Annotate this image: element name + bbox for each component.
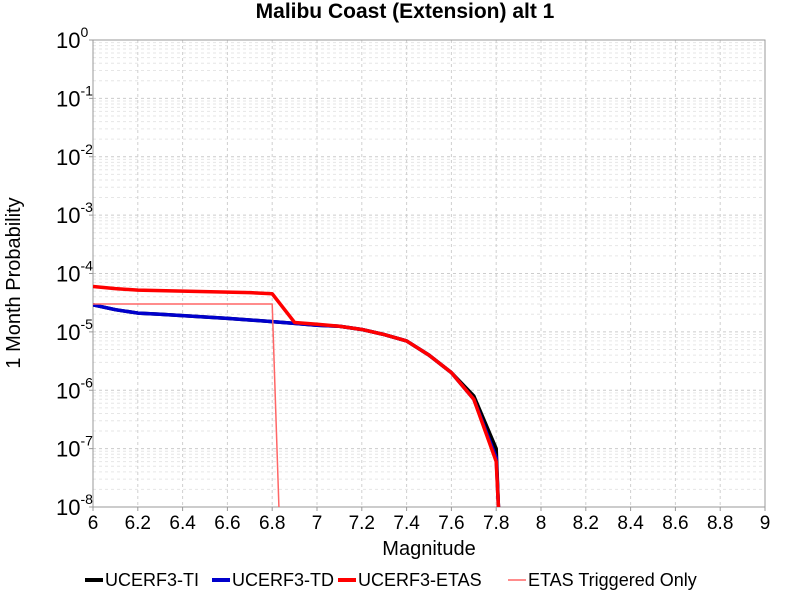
series-line-1 (93, 303, 501, 507)
y-tick-label: 100 (56, 24, 88, 53)
x-tick-label: 7.6 (438, 513, 464, 534)
x-tick-label: 6.2 (125, 513, 151, 534)
x-tick-label: 8.4 (617, 513, 644, 534)
series-line-3 (93, 284, 501, 507)
y-tick-label: 10-3 (56, 199, 93, 228)
x-tick-label: 6.6 (214, 513, 240, 534)
x-tick-label: 7.2 (349, 513, 375, 534)
x-tick-label: 6.8 (259, 513, 285, 534)
x-tick-label: 7 (312, 513, 323, 534)
series-line-4 (93, 303, 280, 507)
grid-minor (93, 42, 765, 490)
x-tick-label: 6.4 (169, 513, 196, 534)
legend-label: UCERF3-TD (232, 570, 334, 590)
x-tick-label: 7.8 (483, 513, 509, 534)
x-tick-label: 8.6 (662, 513, 688, 534)
legend-label: UCERF3-ETAS (358, 570, 482, 590)
y-tick-label: 10-1 (56, 82, 93, 111)
x-tick-label: 8.8 (707, 513, 733, 534)
x-tick-label: 9 (760, 513, 771, 534)
x-axis-label: Magnitude (382, 538, 475, 560)
chart-title: Malibu Coast (Extension) alt 1 (256, 0, 555, 23)
y-tick-label: 10-5 (56, 316, 93, 345)
x-axis-ticks: 6 6.2 6.4 6.6 6.8 7 7.2 7.4 7.6 7.8 8 8.2 8.4 8.6 8.8 9 (88, 507, 771, 534)
grid-major (92, 39, 766, 508)
x-tick-label: 8.2 (573, 513, 599, 534)
y-axis-label: 1 Month Probability (3, 197, 25, 368)
y-tick-label: 10-7 (56, 433, 93, 462)
legend-label: ETAS Triggered Only (528, 570, 697, 590)
y-tick-label: 10-8 (56, 491, 93, 520)
series-layer (93, 284, 501, 507)
x-tick-label: 8 (536, 513, 547, 534)
series-line-2 (93, 303, 501, 507)
legend: UCERF3-TI UCERF3-TD UCERF3-ETAS ETAS Trigge… (85, 570, 697, 590)
legend-label: UCERF3-TI (105, 570, 199, 590)
y-tick-label: 10-6 (56, 374, 93, 403)
x-tick-label: 6 (88, 513, 99, 534)
y-tick-label: 10-2 (56, 141, 93, 170)
x-tick-label: 7.4 (393, 513, 420, 534)
y-axis-ticks: 100 10-1 10-2 10-3 10-4 10-5 10-6 10-7 10-8 (56, 24, 93, 520)
y-tick-label: 10-4 (56, 258, 93, 287)
